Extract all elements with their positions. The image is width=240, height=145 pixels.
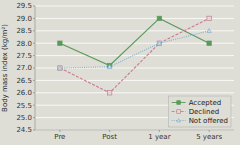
grid-line [35,30,234,31]
x-tick-label: Pre [54,133,65,141]
legend-label: Not offered [189,117,228,125]
plot-area [58,16,212,95]
series-line [60,18,209,65]
data-point [207,41,211,45]
legend-marker [177,101,181,105]
y-axis-label: Body mass index (kg/m²) [1,24,9,112]
background [0,0,240,145]
y-tick-label: 24.5 [16,126,32,134]
grid-line [35,130,234,131]
grid-line [35,43,234,44]
y-tick-label: 29.0 [16,15,32,23]
data-point [107,65,111,69]
y-tick-label: 28.0 [16,40,32,48]
y-tick-label: 27.0 [16,64,32,72]
series-line [60,18,209,92]
data-point [107,63,111,67]
x-tick [59,130,60,132]
legend-frame [169,96,231,127]
y-tick-label: 25.0 [16,114,32,122]
x-tick-label: 5 years [196,133,222,141]
legend: AcceptedDeclinedNot offered [169,96,231,127]
y-tick-label: 26.5 [16,77,32,85]
series-line [60,31,209,68]
y-tick-label: 26.0 [16,89,32,97]
x-tick-label: 1 year [148,133,170,141]
grid-line [35,18,234,19]
x-tick [109,130,110,132]
data-point [58,66,62,70]
legend-label: Accepted [189,99,222,107]
legend-marker [177,110,181,114]
data-point [58,66,62,70]
y-axis [35,6,36,130]
legend-label: Declined [189,108,220,116]
y-tick-label: 27.5 [16,52,32,60]
x-axis [35,130,234,131]
data-point [107,91,111,95]
y-tick-label: 25.5 [16,102,32,110]
x-tick [159,130,160,132]
data-point [157,41,161,45]
grid-line [35,6,234,7]
data-point [207,16,211,20]
data-point [58,41,62,45]
y-tick-label: 28.5 [16,27,32,35]
chart: 24.5 25.0 25.5 26.0 26.5 27.0 27.5 28.0 28.5 29.0… [0,0,240,145]
x-tick [209,130,210,132]
data-point [157,16,161,20]
x-tick-label: Post [102,133,117,141]
grid-line [35,92,234,93]
data-point [207,29,211,33]
grid-line [35,80,234,81]
data-point [157,41,161,45]
y-tick-label: 29.5 [16,2,32,10]
legend-marker [177,119,181,122]
